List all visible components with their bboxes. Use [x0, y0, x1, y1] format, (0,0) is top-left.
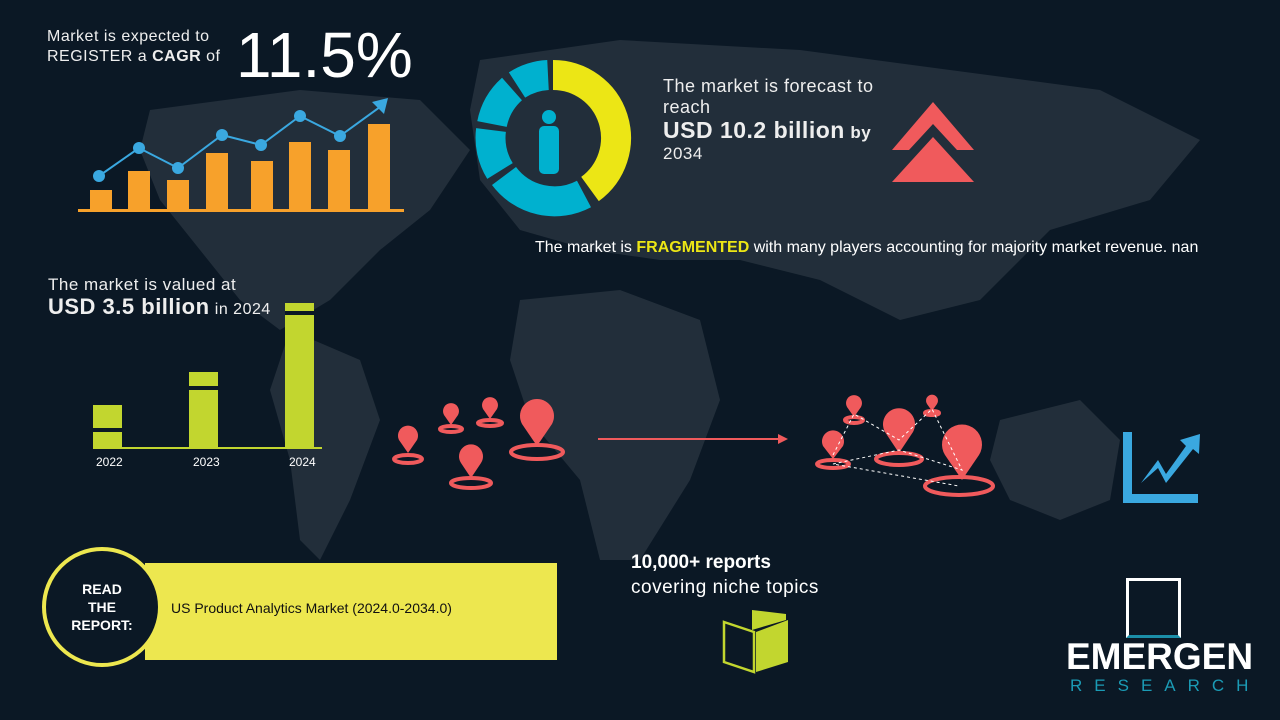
emergen-logo: EMERGEN RESEARCH: [1060, 578, 1261, 696]
value-label: 2023: [193, 455, 220, 469]
growth-bar: [167, 180, 189, 210]
report-title-banner[interactable]: [145, 563, 557, 660]
growth-bar: [368, 124, 390, 210]
cagr-line1: Market is expected to: [47, 28, 210, 45]
cagr-bold: CAGR: [152, 48, 202, 65]
forecast-year: 2034: [663, 144, 703, 163]
valued-block: The market is valued at USD 3.5 billion …: [48, 275, 271, 320]
growth-bar: [251, 161, 273, 210]
forecast-block: The market is forecast to reach USD 10.2…: [663, 76, 874, 164]
value-bar: [285, 303, 314, 448]
cagr-value: 11.5%: [236, 19, 413, 91]
growth-bar: [128, 171, 150, 210]
cagr-line2-post: of: [201, 48, 221, 65]
logo-square: [1126, 578, 1181, 638]
reports-line2: covering niche topics: [631, 577, 819, 598]
valued-suffix: in 2024: [214, 301, 271, 318]
value-bar: [93, 405, 122, 448]
forecast-line2: reach: [663, 97, 711, 117]
value-label: 2024: [289, 455, 316, 469]
growth-bar: [328, 150, 350, 210]
report-title[interactable]: US Product Analytics Market (2024.0-2034…: [171, 600, 452, 616]
arrow-line: [598, 438, 778, 440]
fragmented-post: with many players accounting for majorit…: [749, 239, 1199, 256]
cagr-line2-pre: REGISTER a: [47, 48, 153, 65]
growth-baseline: [78, 209, 404, 212]
forecast-by: by: [850, 123, 872, 142]
growth-bar: [206, 153, 228, 210]
growth-line: [98, 103, 385, 177]
forecast-value: USD 10.2 billion: [663, 117, 845, 143]
value-label: 2022: [96, 455, 123, 469]
valued-value: USD 3.5 billion: [48, 294, 210, 319]
reports-line1: 10,000+ reports: [631, 552, 771, 573]
read-report-label: READ THE REPORT:: [71, 581, 133, 633]
logo-name: EMERGEN: [1066, 636, 1254, 677]
fragmented-highlight: FRAGMENTED: [636, 239, 750, 256]
valued-line1: The market is valued at: [48, 275, 237, 294]
forecast-line1: The market is forecast to: [663, 76, 874, 96]
fragmented-pre: The market is: [535, 239, 637, 256]
cagr-label: Market is expected to REGISTER a CAGR of: [47, 27, 220, 67]
value-bar: [189, 372, 218, 448]
growth-bar: [90, 190, 112, 210]
logo-sub: RESEARCH: [1070, 676, 1261, 695]
fragmented-text: The market is FRAGMENTED with many playe…: [535, 237, 1235, 258]
growth-arrowhead: [372, 98, 388, 114]
reports-block: 10,000+ reports covering niche topics: [631, 550, 819, 600]
growth-bar: [289, 142, 311, 210]
value-baseline: [93, 447, 322, 449]
read-report-circle[interactable]: READ THE REPORT:: [42, 547, 162, 667]
